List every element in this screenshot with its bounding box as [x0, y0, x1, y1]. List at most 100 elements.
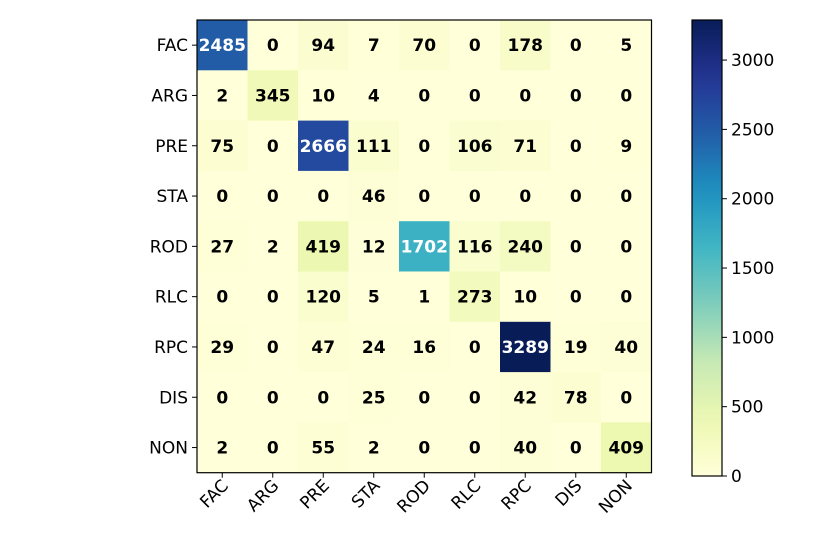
y-tick-label-dis: DIS [159, 388, 188, 408]
cell-value-label: 0 [216, 187, 228, 207]
x-tick-label-rpc: RPC [498, 476, 536, 514]
heatmap-cells: 2485 0 94 7 70 0 178 0 52 345 10 4 0 0 0 0 075 0 2666 111 0 1… [197, 20, 653, 474]
heatmap-cell-sta-dis [550, 170, 602, 222]
heatmap-cell-dis-rlc [449, 372, 501, 423]
cell-value-label: 19 [564, 338, 588, 358]
cell-value-label: 0 [418, 137, 430, 157]
y-tick-label-rod: ROD [150, 237, 188, 257]
cell-value-label: 40 [513, 439, 537, 459]
cell-value-label: 111 [356, 137, 392, 157]
cell-value-label: 0 [620, 388, 632, 408]
cell-value-label: 0 [267, 36, 279, 56]
heatmap-cell-sta-pre [298, 170, 350, 222]
cell-value-label: 2 [267, 237, 279, 257]
heatmap-cell-arg-rod [399, 70, 451, 122]
heatmap-cell-rod-sta [348, 221, 400, 273]
cell-value-label: 70 [412, 36, 436, 56]
heatmap-cell-pre-dis [550, 120, 602, 172]
heatmap-cell-sta-rlc [449, 170, 501, 222]
cell-value-label: 2485 [199, 36, 246, 56]
heatmap-cell-rlc-rlc [449, 271, 501, 323]
x-tick-label-non: NON [595, 476, 637, 518]
heatmap-cell-fac-fac [197, 20, 249, 71]
cell-value-label: 0 [519, 86, 531, 106]
x-axis-ticks: FAC ARG PRE STA ROD RLC RPC DIS NON [196, 472, 637, 518]
cell-value-label: 273 [457, 288, 493, 308]
heatmap-cell-rlc-non [601, 271, 653, 323]
heatmap-cell-sta-rpc [500, 170, 552, 222]
heatmap-cell-sta-non [601, 170, 653, 222]
heatmap-cell-rpc-non [601, 321, 653, 373]
cell-value-label: 27 [210, 237, 234, 257]
cell-value-label: 24 [362, 338, 386, 358]
colorbar-tick-label: 3000 [731, 51, 774, 71]
heatmap-cell-pre-rod [399, 120, 451, 172]
y-tick-label-pre: PRE [155, 137, 188, 157]
cell-value-label: 345 [255, 86, 291, 106]
cell-value-label: 16 [412, 338, 436, 358]
cell-value-label: 40 [614, 338, 638, 358]
cell-value-label: 42 [513, 388, 537, 408]
x-tick-label-rod: ROD [394, 476, 435, 517]
x-tick-label-dis: DIS [552, 476, 587, 511]
heatmap-cell-non-rlc [449, 422, 501, 474]
heatmap-cell-sta-sta [348, 170, 400, 222]
heatmap-cell-pre-fac [197, 120, 249, 172]
cell-value-label: 0 [418, 86, 430, 106]
cell-value-label: 0 [570, 137, 582, 157]
cell-value-label: 106 [457, 137, 493, 157]
heatmap-cell-fac-non [601, 20, 653, 71]
heatmap-cell-pre-sta [348, 120, 400, 172]
y-tick-label-rlc: RLC [155, 288, 188, 308]
heatmap-cell-sta-rod [399, 170, 451, 222]
heatmap-cell-dis-non [601, 372, 653, 423]
heatmap-cell-rpc-rpc [500, 321, 552, 373]
cell-value-label: 0 [418, 187, 430, 207]
cell-value-label: 0 [267, 137, 279, 157]
y-axis-ticks: FAC ARG PRE STA ROD RLC RPC DIS NON [149, 36, 197, 459]
cell-value-label: 0 [267, 187, 279, 207]
colorbar-tick-label: 0 [731, 467, 742, 487]
heatmap-cell-fac-rlc [449, 20, 501, 71]
heatmap-cell-dis-sta [348, 372, 400, 423]
heatmap-cell-rpc-rod [399, 321, 451, 373]
heatmap-cell-arg-dis [550, 70, 602, 122]
heatmap-cell-arg-arg [247, 70, 299, 122]
y-tick-label-arg: ARG [151, 86, 188, 106]
heatmap-cell-rpc-dis [550, 321, 602, 373]
heatmap-cell-fac-rod [399, 20, 451, 71]
cell-value-label: 5 [620, 36, 632, 56]
cell-value-label: 2 [216, 439, 228, 459]
cell-value-label: 47 [311, 338, 335, 358]
cell-value-label: 0 [519, 187, 531, 207]
cell-value-label: 2 [216, 86, 228, 106]
cell-value-label: 0 [469, 86, 481, 106]
heatmap-cell-arg-pre [298, 70, 350, 122]
heatmap-cell-dis-dis [550, 372, 602, 423]
cell-value-label: 5 [368, 288, 380, 308]
heatmap-cell-rpc-arg [247, 321, 299, 373]
cell-value-label: 0 [267, 388, 279, 408]
cell-value-label: 55 [311, 439, 335, 459]
y-tick-label-sta: STA [157, 187, 189, 207]
heatmap-cell-pre-non [601, 120, 653, 172]
colorbar-tick-label: 1000 [731, 328, 774, 348]
x-tick-label-fac: FAC [196, 476, 232, 512]
heatmap-cell-dis-pre [298, 372, 350, 423]
cell-value-label: 4 [368, 86, 380, 106]
heatmap-cell-rod-arg [247, 221, 299, 273]
cell-value-label: 0 [469, 187, 481, 207]
colorbar-tick-label: 1500 [731, 259, 774, 279]
heatmap-cell-dis-arg [247, 372, 299, 423]
heatmap-cell-sta-arg [247, 170, 299, 222]
heatmap-cell-rod-dis [550, 221, 602, 273]
heatmap-cell-arg-non [601, 70, 653, 122]
heatmap-cell-non-fac [197, 422, 249, 474]
heatmap-cell-arg-sta [348, 70, 400, 122]
cell-value-label: 120 [306, 288, 342, 308]
cell-value-label: 0 [570, 288, 582, 308]
heatmap-cell-non-arg [247, 422, 299, 474]
heatmap-cell-rod-pre [298, 221, 350, 273]
cell-value-label: 29 [210, 338, 234, 358]
